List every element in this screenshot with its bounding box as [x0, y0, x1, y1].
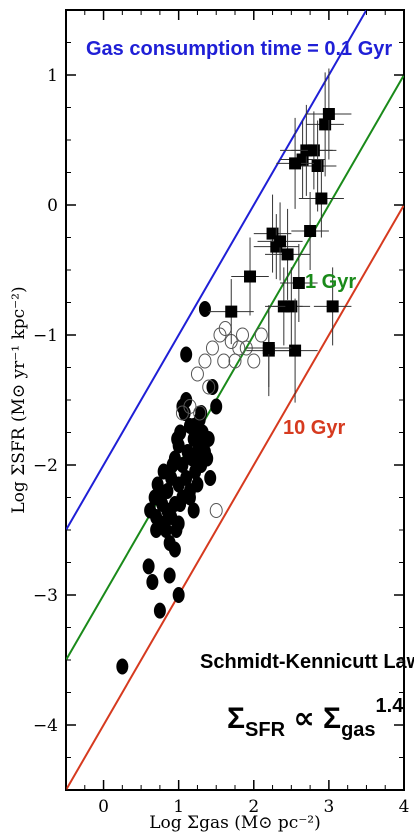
data-point-filled [183, 489, 196, 506]
data-point-filled [146, 574, 159, 590]
data-point-open [193, 405, 207, 421]
data-point-square [289, 157, 302, 170]
data-point-open [202, 379, 216, 395]
data-markers [116, 68, 352, 675]
data-point-square [285, 300, 298, 313]
law-lhs-sub: SFR [245, 719, 286, 741]
y-tick-label: −4 [33, 716, 58, 736]
x-axis-title: Log Σgas (M⊙ pc⁻²) [149, 813, 321, 832]
x-tick-label: 0 [98, 797, 109, 817]
data-point-square [319, 118, 332, 131]
data-point-square [307, 144, 320, 157]
data-point-open [183, 399, 197, 414]
data-point-open [198, 353, 212, 369]
data-point-filled [206, 379, 219, 395]
y-tick-label: 0 [47, 196, 58, 216]
x-tick-label: 3 [323, 797, 334, 817]
data-point-filled [172, 587, 185, 603]
data-point-square [292, 277, 305, 289]
y-tick-label: −3 [33, 586, 58, 606]
data-point-open [205, 340, 219, 356]
data-point-open [247, 353, 261, 369]
data-point-square [281, 248, 294, 261]
data-point-filled [172, 515, 185, 532]
y-tick-label: −2 [33, 456, 58, 476]
law-rhs-sub: gas [341, 719, 375, 741]
data-point-square [304, 225, 317, 237]
data-point-square [311, 160, 324, 172]
x-tick-label: 1 [173, 797, 184, 817]
data-point-filled [180, 346, 193, 363]
y-tick-label: 1 [47, 66, 58, 86]
data-point-square [289, 344, 302, 357]
data-point-open [232, 340, 246, 356]
line-label-1gyr: 1 Gyr [305, 271, 356, 293]
data-point-square [262, 342, 275, 354]
law-relation: ∝ [285, 702, 323, 735]
data-point-filled [168, 541, 181, 558]
x-tick-label: 4 [399, 797, 410, 817]
y-tick-label: −1 [33, 326, 58, 346]
data-point-square [322, 108, 335, 120]
data-point-filled [202, 431, 215, 447]
data-point-filled [150, 509, 163, 525]
line-label-10gyr: 10 Gyr [283, 417, 345, 439]
data-point-square [225, 305, 238, 318]
data-point-filled [176, 457, 189, 473]
data-point-square [315, 192, 328, 205]
data-point-filled [142, 558, 155, 575]
y-axis-title: Log ΣSFR (M⊙ yr⁻¹ kpc⁻²) [9, 286, 29, 513]
data-point-square [244, 270, 257, 283]
data-point-filled [198, 444, 211, 460]
axis-ticks: 0 1 2 3 4 1 0 −1 −2 −3 −4 [33, 9, 410, 817]
data-point-open [254, 327, 268, 343]
data-point-filled [159, 522, 172, 538]
data-point-filled [153, 483, 166, 499]
data-point-filled [163, 567, 176, 584]
consumption-line-0 [66, 10, 368, 531]
data-point-filled [180, 470, 193, 486]
consumption-line-2 [66, 204, 404, 790]
data-point-square [326, 300, 339, 313]
data-point-filled [191, 476, 204, 493]
law-rhs: Σ [323, 702, 341, 735]
data-point-filled [187, 418, 200, 434]
data-point-filled [187, 502, 200, 519]
data-point-filled [210, 398, 223, 415]
plot-frame [65, 9, 405, 791]
data-point-open [190, 366, 204, 382]
data-point-filled [204, 470, 217, 486]
law-formula: ΣSFR ∝ Σgas1.4 [227, 695, 404, 741]
line-label-0.1gyr: Gas consumption time = 0.1 Gyr [86, 38, 392, 60]
data-point-filled [116, 658, 129, 675]
x-tick-label: 2 [248, 797, 259, 817]
law-lhs: Σ [227, 702, 245, 735]
data-point-filled [171, 431, 184, 447]
data-point-open [217, 353, 231, 369]
law-rhs-sup: 1.4 [376, 695, 405, 717]
data-point-filled [174, 496, 187, 512]
law-label: Schmidt-Kennicutt Law: [200, 651, 414, 673]
data-point-square [274, 235, 287, 248]
data-point-filled [153, 602, 166, 619]
data-point-open [209, 503, 223, 518]
data-point-filled [198, 301, 211, 317]
